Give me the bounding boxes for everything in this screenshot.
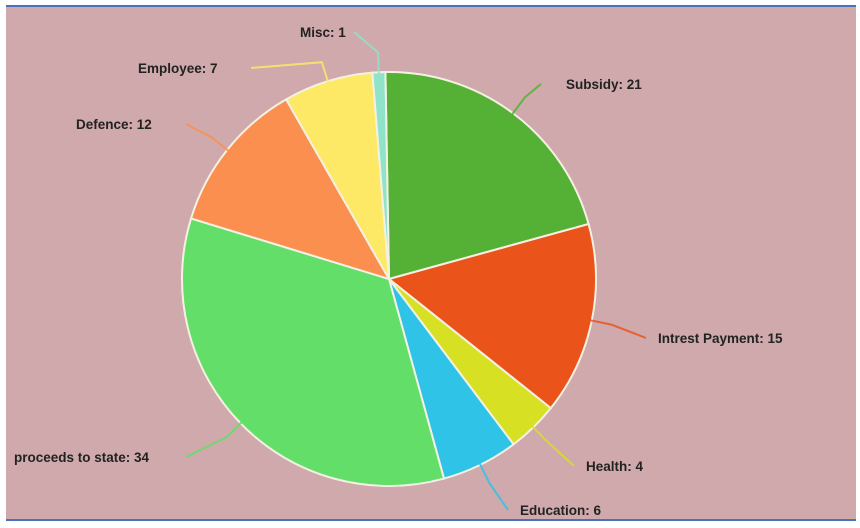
slice-label-intrest-payment: Intrest Payment: 15 [658,331,783,346]
chart-area: Subsidy: 21 Intrest Payment: 15 Health: 4 E… [6,5,856,521]
slice-label-employee: Employee: 7 [138,61,218,76]
pie-chart: Subsidy: 21 Intrest Payment: 15 Health: 4 E… [14,25,783,518]
leader-line-employee [250,61,330,84]
leader-line-subsidy [510,83,542,116]
slice-label-misc: Misc: 1 [300,25,346,40]
slice-label-subsidy: Subsidy: 21 [566,77,642,92]
leader-line-health [531,425,575,467]
leader-line-education [478,462,509,511]
slice-label-health: Health: 4 [586,459,644,474]
leader-line-misc [353,31,380,75]
leader-line-defence [185,123,230,152]
leader-line-intrest-payment [589,319,647,339]
slice-label-education: Education: 6 [520,503,601,518]
slice-label-defence: Defence: 12 [76,117,152,132]
leader-line-proceeds-to-state [185,421,243,458]
slice-label-proceeds-to-state: proceeds to state: 34 [14,450,150,465]
